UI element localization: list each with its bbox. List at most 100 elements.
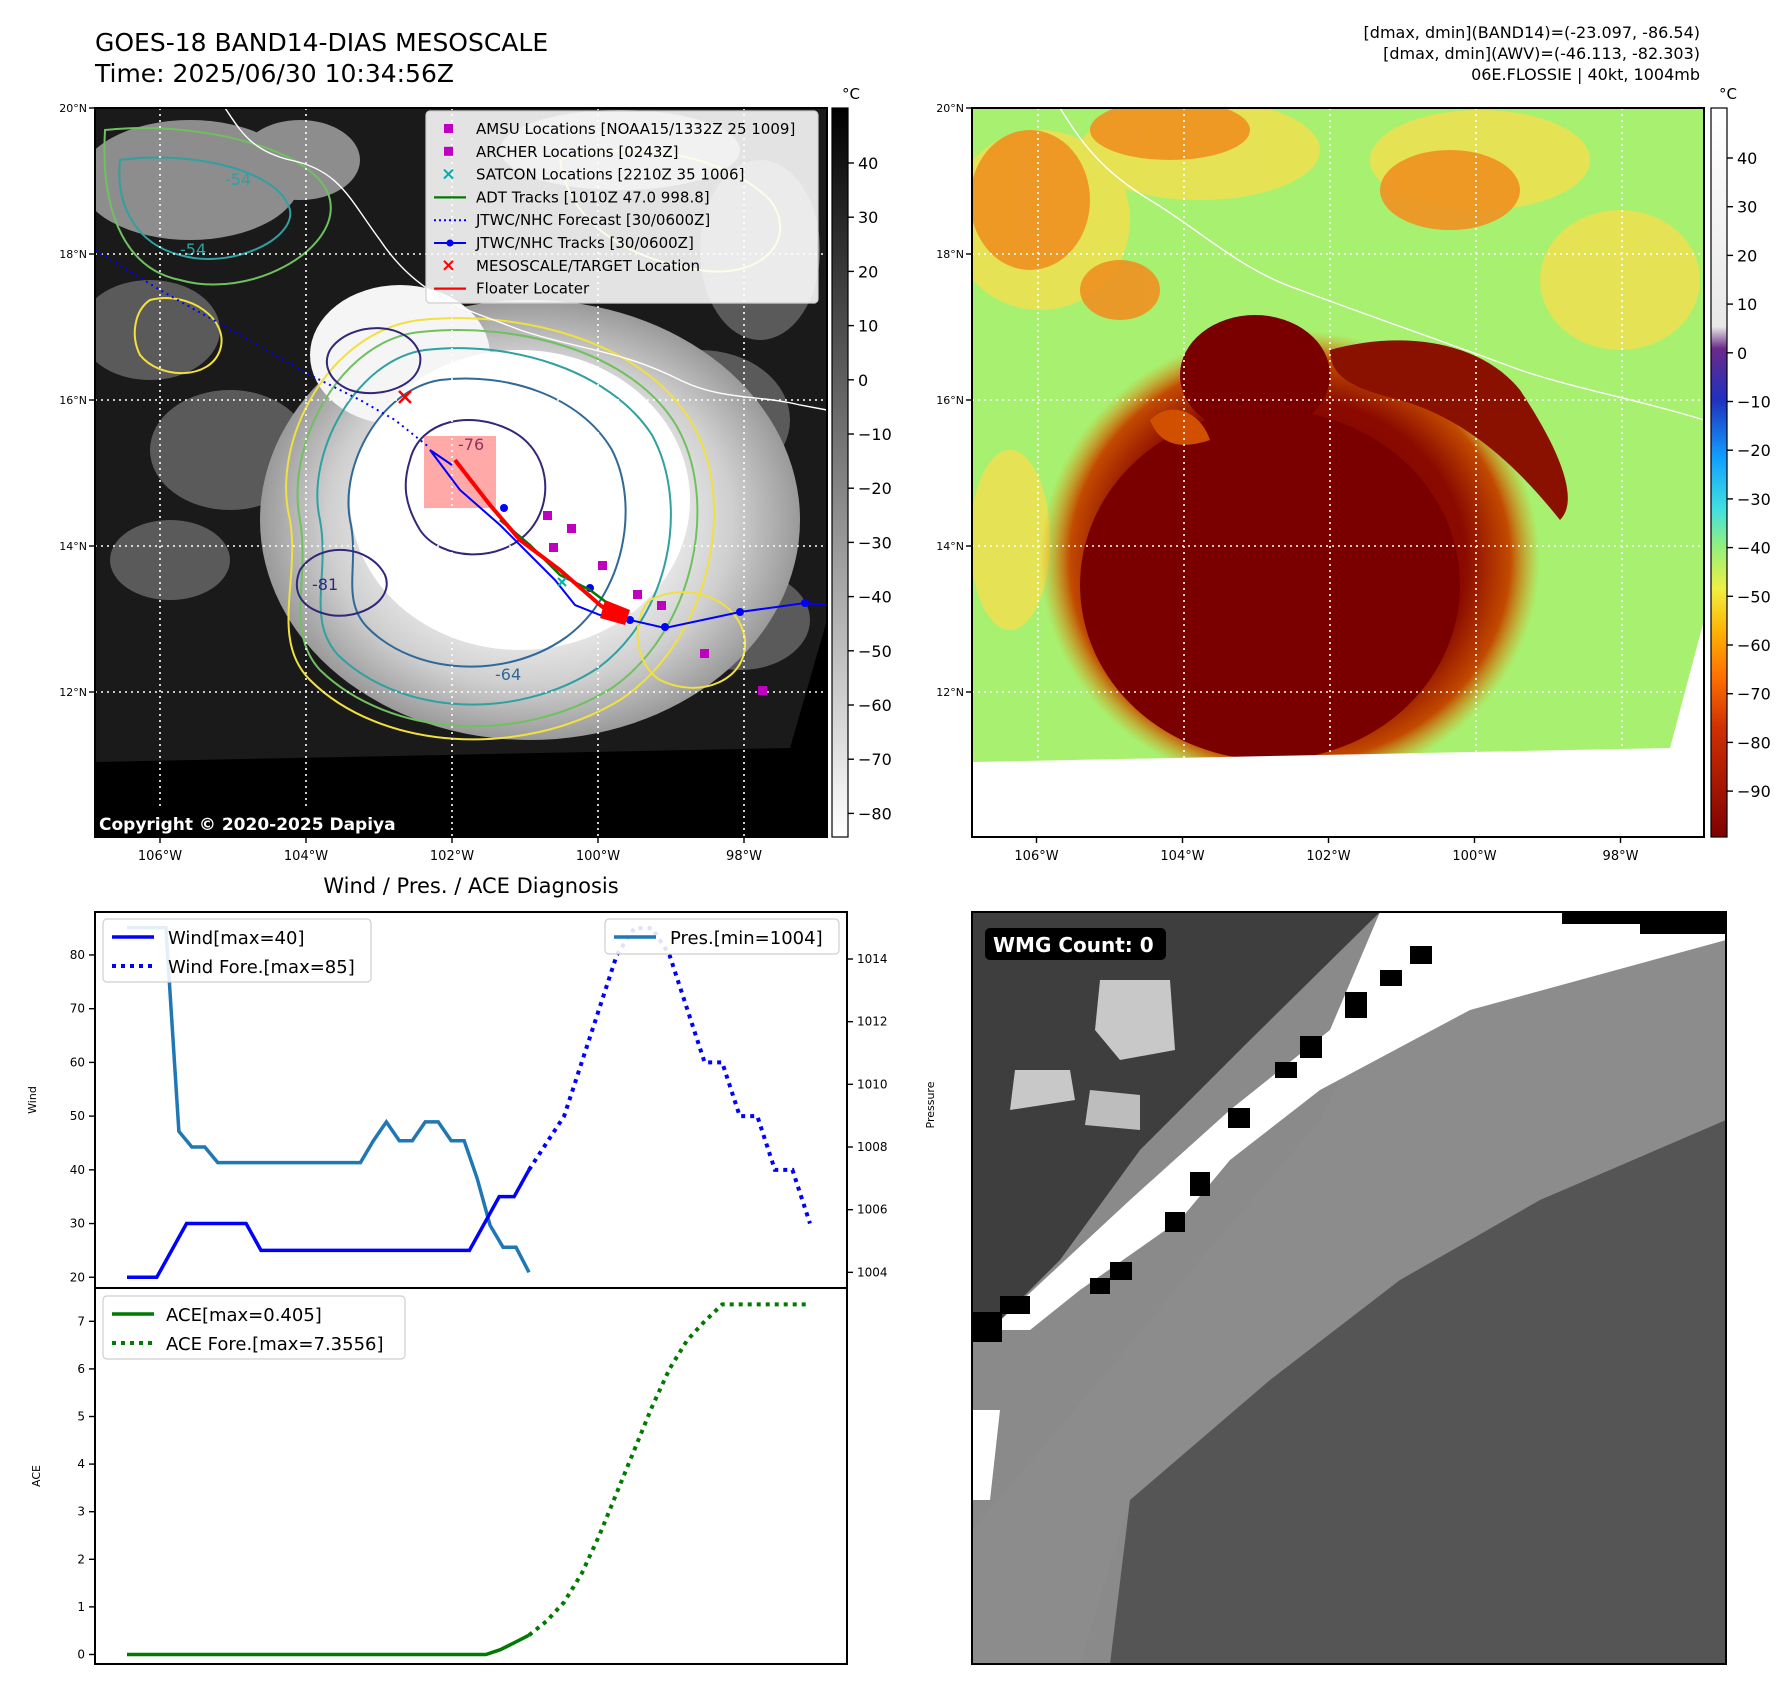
ace-chart-frame — [94, 1287, 848, 1665]
lat-tick-label: 16°N — [936, 394, 964, 407]
lon-tick-label: 104°W — [1160, 849, 1204, 864]
ir-colorbar-tick: −50 — [858, 642, 892, 661]
awv-colorbar-tick: −80 — [1737, 733, 1771, 752]
lat-tick-label: 14°N — [936, 540, 964, 553]
pressure-ytick: 1008 — [857, 1140, 888, 1154]
copyright-text: Copyright © 2020-2025 Dapiya — [99, 815, 396, 835]
contour-label: -76 — [458, 435, 484, 454]
pressure-ytick: 1012 — [857, 1015, 888, 1029]
legend-entry: ARCHER Locations [0243Z] — [476, 143, 679, 161]
map-legend: AMSU Locations [NOAA15/1332Z 25 1009] ARC… — [425, 110, 819, 304]
wind-ytick: 60 — [70, 1055, 85, 1069]
legend-entry: ACE[max=0.405] — [166, 1305, 322, 1326]
ir-colorbar-tick: −40 — [858, 588, 892, 607]
ace-forecast-line — [527, 1302, 810, 1637]
awv-colorbar-tick: −60 — [1737, 636, 1771, 655]
awv-colorbar-tick: 30 — [1737, 198, 1757, 217]
legend-entry: SATCON Locations [2210Z 35 1006] — [476, 166, 744, 184]
awv-colorbar-tick: 0 — [1737, 344, 1747, 363]
awv-colorbar-tick: 10 — [1737, 295, 1757, 314]
pressure-ytick: 1014 — [857, 952, 888, 966]
info-band14: [dmax, dmin](BAND14)=(-23.097, -86.54) — [1364, 23, 1700, 42]
legend-symbol — [444, 124, 453, 133]
legend-entry: ACE Fore.[max=7.3556] — [166, 1334, 384, 1355]
pressure-ytick: 1010 — [857, 1077, 888, 1091]
wind-ytick: 40 — [70, 1163, 85, 1177]
ir-colorbar-tick: 30 — [858, 208, 878, 227]
awv-colorbar-tick: 40 — [1737, 149, 1757, 168]
legend-symbol — [443, 168, 454, 180]
lon-tick-label: 100°W — [1452, 849, 1496, 864]
legend-entry: MESOSCALE/TARGET Location — [476, 257, 700, 275]
awv-map — [972, 108, 1704, 837]
lat-tick-label: 12°N — [936, 686, 964, 699]
lat-tick-label: 20°N — [59, 102, 87, 115]
legend-symbol — [443, 260, 454, 271]
ace-ytick: 2 — [77, 1552, 85, 1566]
ace-ytick: 7 — [77, 1314, 85, 1328]
wind-ylabel: Wind — [26, 1086, 39, 1114]
ace-ytick: 4 — [77, 1457, 85, 1471]
ace-ytick: 5 — [77, 1410, 85, 1424]
wind-ytick: 50 — [70, 1109, 85, 1123]
ir-colorbar-tick: 0 — [858, 371, 868, 390]
wmg-count-label: WMG Count: 0 — [993, 933, 1154, 957]
awv-colorbar-tick: −40 — [1737, 539, 1771, 558]
diagnosis-title: Wind / Pres. / ACE Diagnosis — [323, 874, 618, 898]
ir-colorbar-tick: −70 — [858, 750, 892, 769]
awv-colorbar-tick: −10 — [1737, 393, 1771, 412]
wind-legend: Wind[max=40] Wind Fore.[max=85] — [102, 918, 372, 983]
pressure-ylabel: Pressure — [924, 1081, 937, 1128]
contour-label: -54 — [180, 240, 206, 259]
pressure-line — [127, 925, 531, 1274]
ir-colorbar-tick: 40 — [858, 154, 878, 173]
figure-time: Time: 2025/06/30 10:34:56Z — [94, 59, 454, 88]
contour-label: -54 — [225, 170, 251, 189]
legend-symbol — [444, 146, 453, 156]
lon-tick-label: 100°W — [576, 849, 620, 864]
ace-ytick: 3 — [77, 1505, 85, 1519]
lon-tick-label: 102°W — [430, 849, 474, 864]
lat-tick-label: 18°N — [59, 248, 87, 261]
lat-tick-label: 16°N — [59, 394, 87, 407]
ir-colorbar-tick: −60 — [858, 696, 892, 715]
wind-forecast-line — [527, 926, 812, 1225]
ace-ylabel: ACE — [30, 1465, 43, 1487]
lat-tick-label: 14°N — [59, 540, 87, 553]
awv-colorbar-tick: −50 — [1737, 587, 1771, 606]
ir-colorbar-tick: −20 — [858, 479, 892, 498]
awv-colorbar-tick: −20 — [1737, 441, 1771, 460]
legend-entry: Wind[max=40] — [168, 928, 305, 949]
ir-colorbar-unit: °C — [842, 85, 860, 103]
awv-map-frame — [971, 107, 1705, 838]
legend-entry: JTWC/NHC Forecast [30/0600Z] — [475, 211, 710, 229]
awv-colorbar-tick: −90 — [1737, 782, 1771, 801]
pressure-ytick: 1006 — [857, 1203, 888, 1217]
pressure-legend: Pres.[min=1004] — [604, 918, 840, 955]
legend-entry: JTWC/NHC Tracks [30/0600Z] — [475, 234, 694, 252]
contour-label: -81 — [312, 575, 338, 594]
pressure-ytick: 1004 — [857, 1265, 888, 1279]
ace-ytick: 1 — [77, 1600, 85, 1614]
lat-tick-label: 18°N — [936, 248, 964, 261]
wind-ytick: 70 — [70, 1002, 85, 1016]
figure-title: GOES-18 BAND14-DIAS MESOSCALE — [95, 28, 548, 57]
info-awv: [dmax, dmin](AWV)=(-46.113, -82.303) — [1383, 44, 1700, 63]
ir-colorbar-tick: −80 — [858, 804, 892, 823]
lon-tick-label: 106°W — [138, 849, 182, 864]
awv-colorbar-unit: °C — [1719, 85, 1737, 103]
ir-colorbar-tick: −10 — [858, 425, 892, 444]
lon-tick-label: 102°W — [1306, 849, 1350, 864]
wind-ytick: 30 — [70, 1217, 85, 1231]
awv-colorbar-tick: −30 — [1737, 490, 1771, 509]
ace-ytick: 0 — [77, 1647, 85, 1661]
wind-line — [127, 1168, 531, 1280]
lat-tick-label: 20°N — [936, 102, 964, 115]
wind-ytick: 20 — [70, 1270, 85, 1284]
wind-ytick: 80 — [70, 948, 85, 962]
ir-colorbar-tick: −30 — [858, 533, 892, 552]
contour-label: -64 — [495, 665, 521, 684]
info-storm: 06E.FLOSSIE | 40kt, 1004mb — [1471, 65, 1700, 84]
ir-map-frame — [94, 107, 828, 838]
